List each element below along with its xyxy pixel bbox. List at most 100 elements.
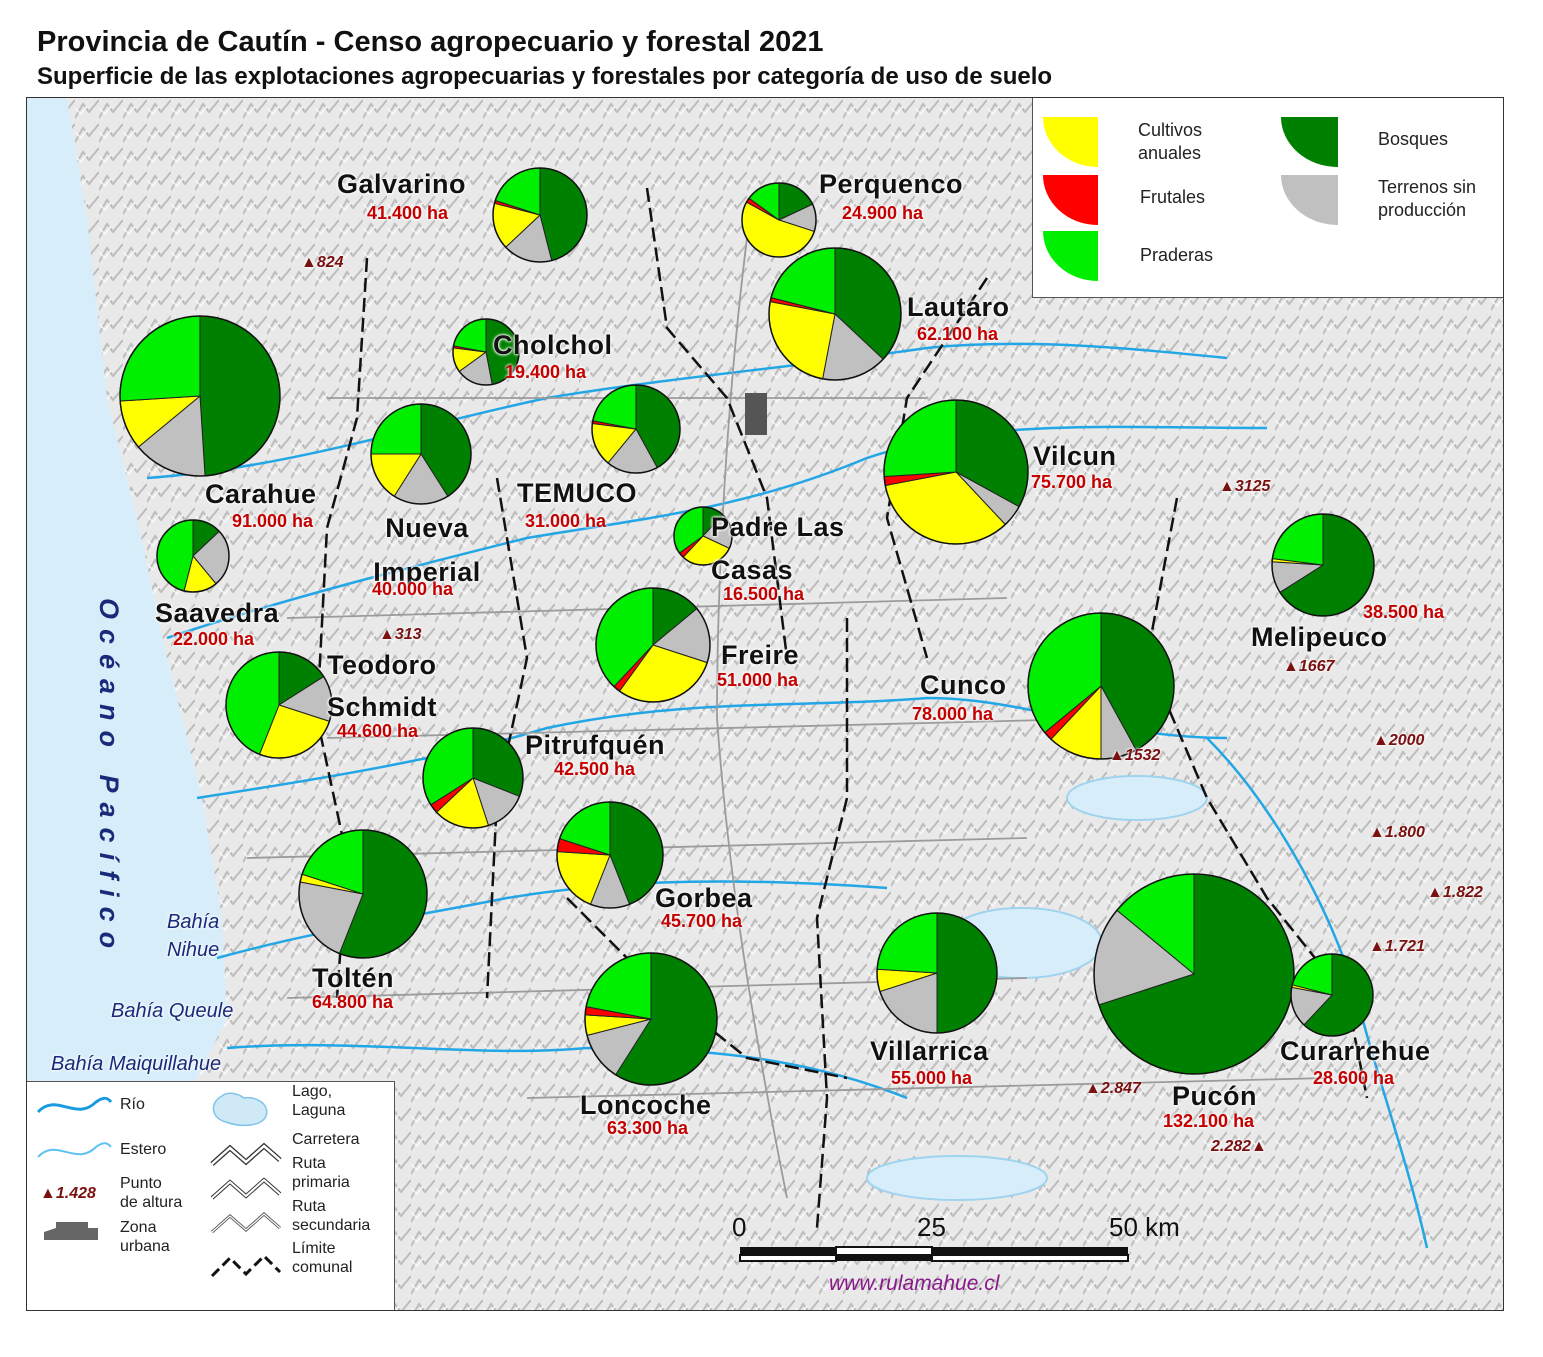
pie-outline	[1271, 513, 1375, 617]
legend-punto-altura-label: Punto de altura	[120, 1175, 183, 1212]
label-bahia-maiquillahue: Bahía Maiquillahue	[51, 1053, 222, 1075]
pie-charts	[119, 167, 1375, 1086]
pie-outline	[225, 651, 333, 759]
comuna-area: 28.600 ha	[1313, 1068, 1395, 1088]
ocean-area	[27, 98, 227, 1158]
comuna-area: 38.500 ha	[1363, 602, 1445, 622]
legend-estero-label: Estero	[120, 1141, 167, 1158]
pie-chart	[1271, 513, 1375, 617]
legend-terrenos-label: Terrenos sin producción	[1378, 177, 1477, 220]
comuna-area: 45.700 ha	[661, 911, 743, 931]
legend-cultivos-label: Cultivos anuales	[1138, 120, 1203, 163]
comuna-name: Curarrehue	[1280, 1036, 1431, 1066]
label-bahia-queule: Bahía Queule	[111, 1000, 234, 1022]
legend-lago-label: Lago, Laguna	[292, 1083, 346, 1120]
map-subtitle: Superficie de las explotaciones agropecu…	[37, 63, 1053, 90]
legend-zona-urbana-label: Zona urbana	[120, 1219, 170, 1256]
pie-chart	[741, 182, 817, 258]
pie-chart	[883, 399, 1029, 545]
map-symbols-legend: Río Estero ▲1.428 Punto de altura Zona u…	[27, 1081, 395, 1310]
comuna-name: Toltén	[312, 963, 394, 993]
comuna-area: 62.100 ha	[917, 324, 999, 344]
comuna-name: Padre Las Casas	[711, 512, 845, 585]
pie-outline	[556, 801, 664, 909]
legend-peak-sample: ▲1.428	[40, 1185, 96, 1202]
pie-outline	[673, 506, 733, 566]
pie-chart	[119, 315, 281, 477]
peak-marker: ▲2.847	[1085, 1080, 1141, 1097]
pie-chart	[370, 403, 472, 505]
pie-outline	[876, 912, 998, 1034]
pie-outline	[1093, 873, 1295, 1075]
legend-ruta-primaria-label: Ruta primaria	[292, 1155, 350, 1192]
comuna-area: 42.500 ha	[554, 759, 636, 779]
map-title: Provincia de Cautín - Censo agropecuario…	[37, 26, 824, 58]
comuna-area: 64.800 ha	[312, 992, 394, 1012]
peak-marker: ▲1667	[1283, 658, 1335, 675]
scale-bar	[739, 1246, 1129, 1262]
peak-marker: ▲1532	[1109, 747, 1161, 764]
pie-outline	[595, 587, 711, 703]
comuna-name: Freire	[721, 640, 800, 670]
comuna-name: Lautaro	[907, 292, 1010, 322]
peak-marker: ▲313	[379, 626, 422, 643]
comuna-area: 51.000 ha	[717, 670, 799, 690]
comuna-name: Teodoro Schmidt	[327, 650, 438, 722]
legend-rio-label: Río	[120, 1096, 145, 1113]
peak-marker: ▲1.822	[1427, 884, 1483, 901]
legend-carretera-label: Carretera	[292, 1131, 360, 1148]
comuna-area: 78.000 ha	[912, 704, 994, 724]
legend-praderas-label: Praderas	[1140, 245, 1214, 265]
pie-outline	[422, 727, 524, 829]
pie-outline	[883, 399, 1029, 545]
comuna-name: Cunco	[920, 670, 1007, 700]
comuna-area: 91.000 ha	[232, 511, 314, 531]
pie-chart	[156, 519, 230, 593]
urban-temuco	[745, 393, 767, 435]
pie-outline	[370, 403, 472, 505]
pie-outline	[1290, 953, 1374, 1037]
peak-marker: ▲3125	[1219, 478, 1271, 495]
pie-chart	[584, 952, 718, 1086]
pie-outline	[741, 182, 817, 258]
comuna-area: 75.700 ha	[1031, 472, 1113, 492]
pie-chart	[492, 167, 588, 263]
pie-chart	[673, 506, 733, 566]
pie-chart	[768, 247, 902, 381]
pie-chart	[591, 384, 681, 474]
comuna-name: Galvarino	[337, 169, 467, 199]
comuna-name: Loncoche	[580, 1090, 712, 1120]
legend-bosques-label: Bosques	[1378, 129, 1449, 149]
peak-marker: ▲2000	[1373, 732, 1425, 749]
comuna-area: 40.000 ha	[372, 579, 454, 599]
pie-chart	[1093, 873, 1295, 1075]
legend-swatches	[1043, 117, 1338, 281]
comuna-area: 22.000 ha	[173, 629, 255, 649]
lake-colico	[1066, 775, 1208, 821]
comuna-area: 132.100 ha	[1163, 1111, 1255, 1131]
comuna-name: TEMUCO	[517, 478, 637, 508]
comuna-name: Saavedra	[155, 598, 280, 628]
pie-outline	[1027, 612, 1175, 760]
pie-outline	[492, 167, 588, 263]
credit-link[interactable]: www.rulamahue.cl	[829, 1272, 1000, 1295]
legend-ruta-secundaria-label: Ruta secundaria	[292, 1198, 371, 1235]
pie-chart	[298, 829, 428, 959]
pie-chart	[595, 587, 711, 703]
pie-outline	[591, 384, 681, 474]
pie-chart	[225, 651, 333, 759]
comuna-area: 63.300 ha	[607, 1118, 689, 1138]
map-frame: Océano Pacífico Bahía Nihue Bahía Queule…	[26, 97, 1504, 1311]
scale-tick-label: 25	[917, 1212, 946, 1242]
comuna-area: 31.000 ha	[525, 511, 607, 531]
peak-marker: ▲1.800	[1369, 824, 1425, 841]
comuna-name: Melipeuco	[1251, 622, 1388, 652]
peak-marker: ▲1.721	[1369, 938, 1425, 955]
comuna-area: 19.400 ha	[505, 362, 587, 382]
comuna-name: Vilcun	[1033, 441, 1117, 471]
comuna-area: 24.900 ha	[842, 203, 924, 223]
comuna-area: 16.500 ha	[723, 584, 805, 604]
comuna-area: 44.600 ha	[337, 721, 419, 741]
pie-chart	[1027, 612, 1175, 760]
pie-chart	[1290, 953, 1374, 1037]
